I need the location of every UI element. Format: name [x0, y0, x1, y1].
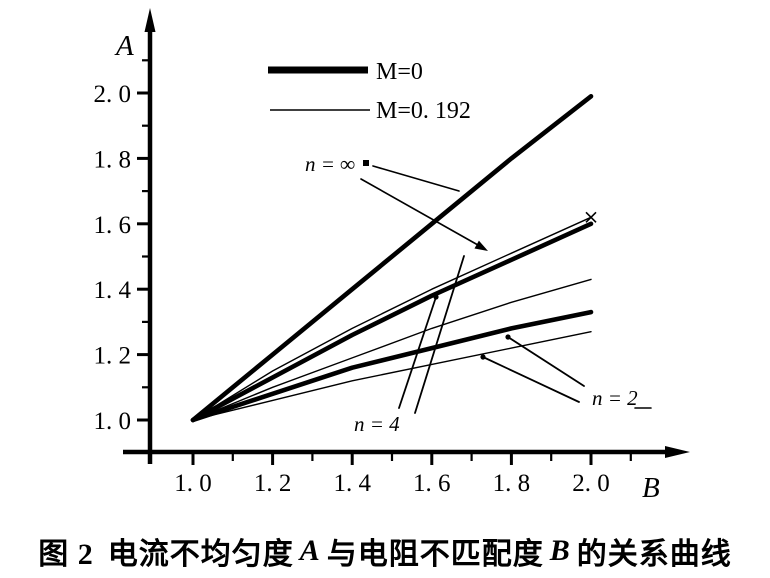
y-axis-label: A: [114, 30, 134, 62]
leader-dot: [480, 354, 486, 360]
caption-text-3: 的关系曲线: [576, 538, 732, 571]
caption-figure-number: 图 2: [38, 538, 94, 571]
curve-n4-M0: [190, 221, 594, 423]
leader-dot: [363, 160, 369, 166]
y-axis-arrow-icon: [144, 8, 156, 32]
x-tick-label: 2. 0: [572, 470, 610, 497]
caption-text-2: 与电阻不匹配度: [326, 538, 544, 571]
legend: M=0 M=0. 192: [268, 59, 471, 124]
leader-line-n-2-1: [507, 336, 585, 387]
caption-text-1: 电流不均匀度: [107, 538, 294, 571]
x-axis-arrow-icon: [665, 446, 690, 458]
x-tick-label: 1. 0: [174, 470, 212, 497]
leader-dot: [505, 334, 511, 340]
leader-dot: [433, 294, 439, 300]
annotation-n-2: n = 2: [592, 386, 638, 410]
curve-n4-M0.192: [192, 278, 592, 421]
curve-n∞-M0: [190, 94, 594, 423]
leader-arrowhead-icon: [474, 240, 488, 251]
caption-variable-a: A: [299, 534, 321, 567]
plot-canvas: A B 1. 0 1. 2 1. 4 1. 6 1. 8 2. 0 1. 0 1. 2 1. 4…: [94, 8, 690, 504]
leader-line-n-4-1: [398, 296, 437, 409]
axis-ticks: 1. 0 1. 2 1. 4 1. 6 1. 8 2. 0 1. 0 1. 2 1. 4 1. 6…: [94, 59, 632, 497]
annotation-n-infinity: n = ∞: [305, 152, 355, 176]
y-tick-label: 1. 2: [94, 343, 132, 370]
curve-n2-M0: [190, 309, 594, 423]
leader-line-n-infinity-2: [360, 178, 486, 250]
annotations: n = ∞ n = 4 n = 2: [305, 152, 652, 436]
legend-label-m0: M=0: [376, 59, 423, 85]
x-axis-label: B: [642, 472, 660, 504]
x-tick-label: 1. 6: [413, 470, 451, 497]
x-tick-label: 1. 4: [333, 470, 371, 497]
caption-variable-b: B: [549, 534, 571, 567]
y-tick-label: 1. 4: [94, 277, 132, 304]
data-curves: [190, 94, 597, 423]
y-tick-label: 1. 0: [94, 408, 132, 435]
legend-label-m0192: M=0. 192: [376, 98, 471, 124]
curve-n2-M0.192: [192, 331, 592, 421]
x-tick-label: 1. 8: [493, 470, 531, 497]
y-tick-label: 2. 0: [94, 81, 132, 108]
figure-caption: 图 2 电流不均匀度 A 与电阻不匹配度 B 的关系曲线: [0, 524, 770, 578]
curve-n∞-M0.192: [192, 216, 592, 421]
y-tick-label: 1. 6: [94, 212, 132, 239]
x-marker-icon: [585, 211, 597, 223]
y-tick-label: 1. 8: [94, 146, 132, 173]
annotation-n-4: n = 4: [354, 412, 400, 436]
x-tick-label: 1. 2: [254, 470, 292, 497]
leader-line-n-infinity-1: [372, 165, 460, 192]
leader-line-n-2-2: [482, 356, 580, 403]
leader-line-n-4-2: [414, 255, 465, 414]
